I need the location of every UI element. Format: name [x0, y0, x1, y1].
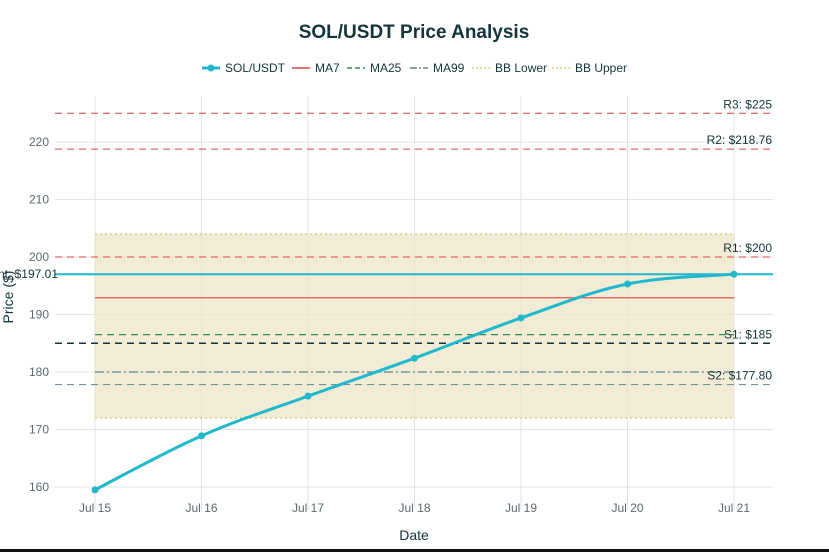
y-tick-label: 180 — [29, 365, 49, 379]
y-tick-label: 220 — [29, 135, 49, 149]
hline-label-0: R3: $225 — [723, 97, 772, 111]
x-tick-label: Jul 17 — [292, 501, 324, 515]
x-tick-label: Jul 15 — [79, 501, 111, 515]
legend-label-ma25: MA25 — [370, 61, 402, 75]
hline-label-current: Current: $197.01 — [0, 267, 58, 281]
x-tick-label: Jul 19 — [505, 501, 537, 515]
data-point-0 — [91, 486, 99, 494]
y-tick-label: 200 — [29, 250, 49, 264]
y-tick-label: 210 — [29, 193, 49, 207]
data-point-5 — [624, 280, 631, 288]
bollinger-band-fill — [95, 234, 734, 418]
legend-label-ma7: MA7 — [315, 61, 340, 75]
y-tick-label: 190 — [29, 308, 49, 322]
y-tick-label: 160 — [29, 480, 49, 494]
data-point-6 — [730, 270, 738, 278]
data-point-2 — [304, 392, 312, 400]
y-tick-label: 170 — [29, 423, 49, 437]
window-bottom-edge — [0, 549, 829, 552]
hline-label-1: R2: $218.76 — [707, 133, 773, 147]
x-tick-label: Jul 16 — [185, 501, 217, 515]
x-tick-label: Jul 18 — [398, 501, 430, 515]
hline-label-4: S1: $185 — [724, 327, 772, 341]
data-point-1 — [198, 432, 205, 440]
legend-label-ma99: MA99 — [433, 61, 465, 75]
chart-title: SOL/USDT Price Analysis — [299, 22, 530, 43]
legend-label-bb-upper: BB Upper — [575, 61, 627, 75]
hline-label-5: S2: $177.80 — [707, 369, 772, 383]
y-axis-title: Price ($) — [0, 271, 16, 324]
legend-label-bb-lower: BB Lower — [495, 61, 547, 75]
data-point-3 — [411, 354, 418, 362]
x-tick-label: Jul 20 — [611, 501, 643, 515]
data-point-4 — [517, 314, 525, 322]
x-axis-title: Date — [399, 527, 429, 543]
legend-label-sol-usdt: SOL/USDT — [225, 61, 286, 75]
legend-marker-sol-usdt — [207, 64, 215, 72]
legend: SOL/USDT MA7 MA25 MA99 BB Lower BB Upper — [202, 61, 627, 75]
hline-label-2: R1: $200 — [723, 241, 772, 255]
x-tick-label: Jul 21 — [718, 501, 750, 515]
